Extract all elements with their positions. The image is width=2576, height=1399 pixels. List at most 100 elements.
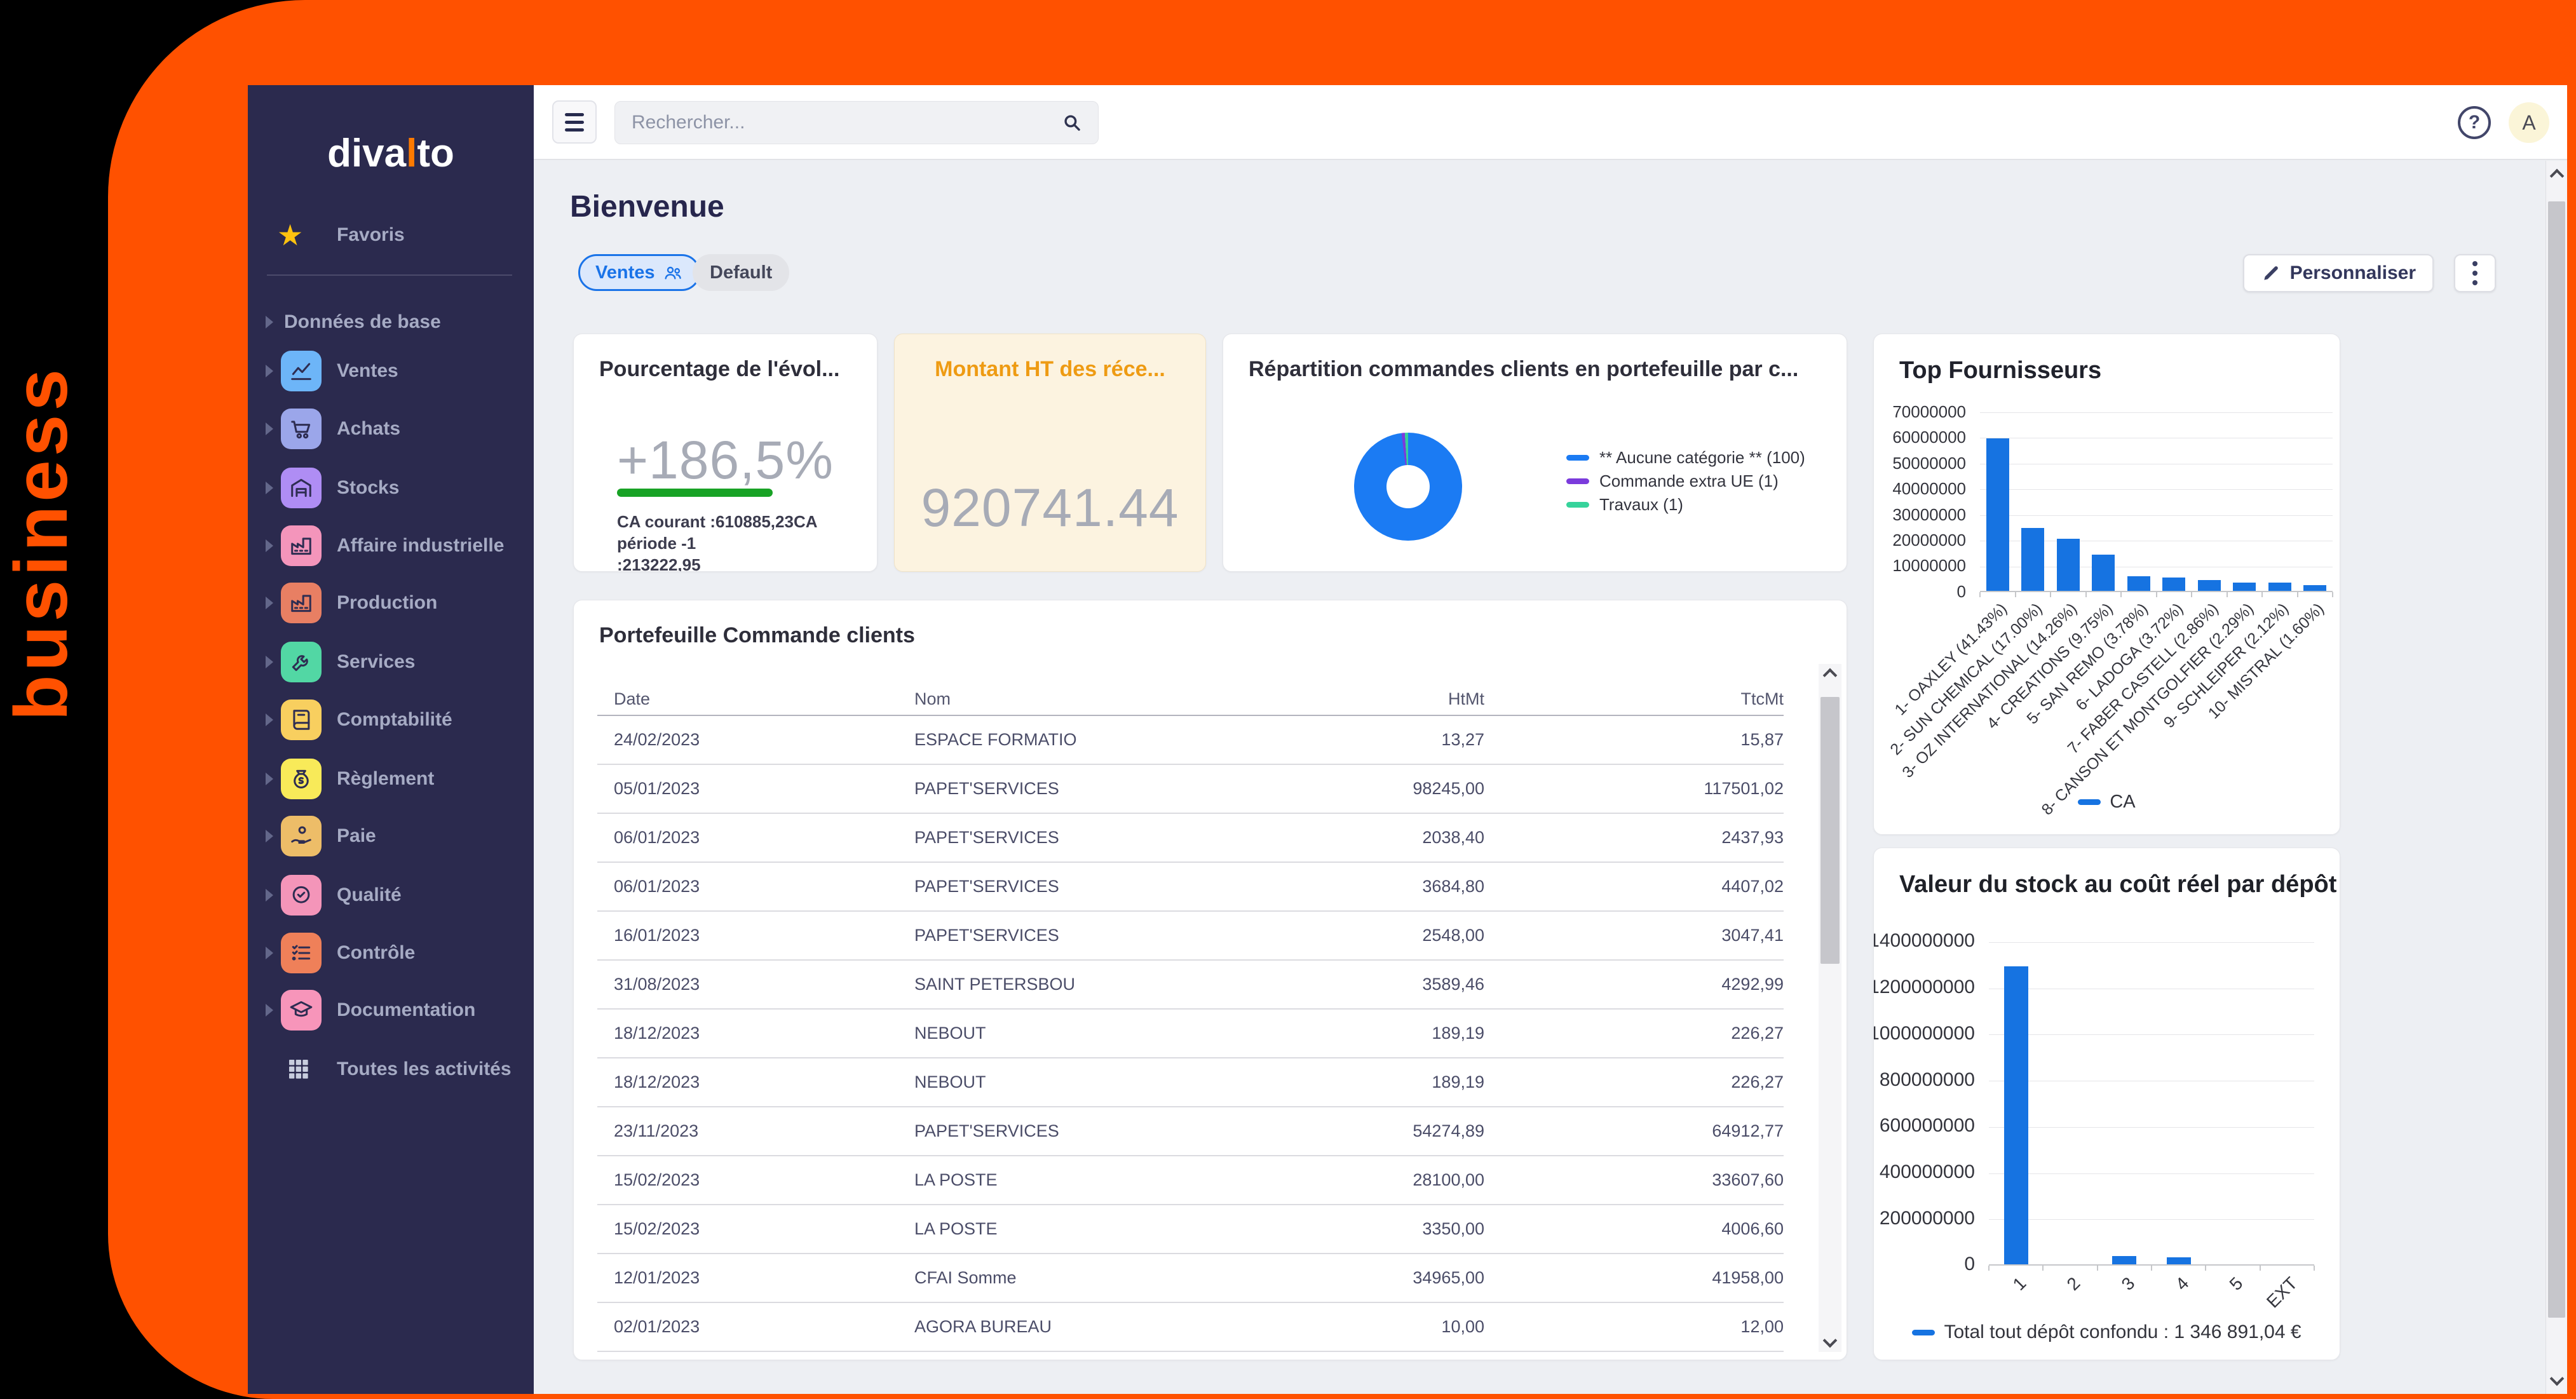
- table-header: Date Nom HtMt TtcMt: [597, 683, 1784, 715]
- search-icon[interactable]: [1061, 112, 1083, 133]
- legend-dash: [1566, 478, 1589, 484]
- cell-htmt: 189,19: [1432, 1072, 1484, 1091]
- cell-htmt: 189,19: [1432, 1024, 1484, 1043]
- evolution-trend-bar: [617, 489, 773, 497]
- app-window: divalto ★ Favoris Données de base Ventes Ach…: [248, 85, 2567, 1394]
- table-row[interactable]: 15/02/2023 LA POSTE 28100,00 33607,60: [597, 1156, 1784, 1205]
- factory-icon: [281, 583, 322, 623]
- sidebar-item-paie[interactable]: Paie: [248, 807, 534, 865]
- table-row[interactable]: 05/01/2023 PAPET'SERVICES 98245,00 117501,0…: [597, 765, 1784, 814]
- card-title: Pourcentage de l'évol...: [599, 357, 840, 381]
- money-bag-icon: [281, 759, 322, 799]
- table-row[interactable]: 24/02/2023 ESPACE FORMATIO 13,27 15,87: [597, 716, 1784, 765]
- y-axis-label: 400000000: [1879, 1161, 1975, 1182]
- cell-nom: PAPET'SERVICES: [914, 1121, 1059, 1140]
- column-header-nom[interactable]: Nom: [914, 689, 951, 708]
- table-row[interactable]: 02/01/2023 AGORA BUREAU 10,00 12,00: [597, 1303, 1784, 1352]
- hand-coin-icon: [281, 816, 322, 856]
- sidebar-item-reglement[interactable]: Règlement: [248, 750, 534, 808]
- main-scrollbar-thumb[interactable]: [2548, 201, 2565, 1318]
- table-scrollbar[interactable]: [1819, 664, 1841, 1352]
- scroll-up-icon[interactable]: [2549, 168, 2564, 184]
- column-header-htmt[interactable]: HtMt: [1448, 689, 1484, 708]
- chevron-right-icon: [266, 947, 273, 959]
- table-row[interactable]: 12/01/2023 CFAI Somme 34965,00 41958,00: [597, 1254, 1784, 1303]
- sidebar-item-label: Comptabilité: [337, 709, 452, 730]
- sidebar-item-affaire-industrielle[interactable]: Affaire industrielle: [248, 517, 534, 575]
- x-axis-label: 1: [2009, 1273, 2030, 1294]
- sidebar-item-label: Production: [337, 592, 438, 613]
- bar: [2162, 577, 2186, 591]
- bar: [1986, 438, 2009, 591]
- sidebar-divider: [267, 274, 512, 276]
- tab-ventes[interactable]: Ventes: [578, 254, 700, 291]
- sidebar-item-production[interactable]: Production: [248, 574, 534, 632]
- cell-ttcmt: 12,00: [1740, 1317, 1784, 1336]
- table-row[interactable]: 06/01/2023 PAPET'SERVICES 2038,40 2437,93: [597, 814, 1784, 863]
- card-top-fournisseurs: Top Fournisseurs 0 10000000 20000000 300000…: [1873, 334, 2340, 835]
- sidebar-item-toutes-les-activites[interactable]: Toutes les activités: [248, 1040, 534, 1098]
- y-axis-label: 1400000000: [1873, 930, 1975, 952]
- page-title: Bienvenue: [570, 190, 724, 224]
- chart-line-icon: [281, 351, 322, 391]
- sidebar-item-achats[interactable]: Achats: [248, 400, 534, 458]
- table-row[interactable]: 18/12/2023 NEBOUT 189,19 226,27: [597, 1058, 1784, 1107]
- cell-ttcmt: 15,87: [1740, 730, 1784, 749]
- bar: [2127, 576, 2150, 591]
- table-row[interactable]: 23/11/2023 PAPET'SERVICES 54274,89 64912,77: [597, 1107, 1784, 1156]
- cell-date: 24/02/2023: [614, 730, 700, 749]
- legend-dash: [1566, 502, 1589, 508]
- x-axis-label: 2- SUN CHEMICAL (17.00%): [1887, 600, 2046, 759]
- y-axis-label: 1000000000: [1873, 1022, 1975, 1044]
- card-portefeuille: Portefeuille Commande clients Date Nom HtM…: [573, 600, 1847, 1360]
- tab-default[interactable]: Default: [693, 254, 790, 291]
- cell-date: 18/12/2023: [614, 1024, 700, 1043]
- column-header-date[interactable]: Date: [614, 689, 651, 708]
- scroll-down-icon[interactable]: [2549, 1371, 2564, 1386]
- more-options-button[interactable]: [2454, 254, 2496, 292]
- sidebar-item-label: Toutes les activités: [337, 1058, 512, 1079]
- search-input[interactable]: [630, 111, 1061, 134]
- column-header-ttcmt[interactable]: TtcMt: [1740, 689, 1784, 708]
- chevron-right-icon: [266, 316, 273, 328]
- sidebar-item-donnees-de-base[interactable]: Données de base: [248, 293, 534, 351]
- table-row[interactable]: 16/01/2023 PAPET'SERVICES 2548,00 3047,41: [597, 912, 1784, 961]
- y-axis-label: 20000000: [1892, 531, 1966, 550]
- checklist-icon: [281, 933, 322, 973]
- cell-htmt: 98245,00: [1413, 779, 1484, 798]
- sidebar-item-controle[interactable]: Contrôle: [248, 924, 534, 982]
- table-row[interactable]: 18/12/2023 NEBOUT 189,19 226,27: [597, 1010, 1784, 1058]
- sidebar-item-label: Paie: [337, 825, 376, 846]
- cell-date: 18/12/2023: [614, 1072, 700, 1091]
- chart-legend: CA: [1874, 792, 2340, 813]
- cell-date: 12/01/2023: [614, 1268, 700, 1287]
- table-row[interactable]: 31/08/2023 SAINT PETERSBOU 3589,46 4292,99: [597, 961, 1784, 1010]
- sidebar-item-stocks[interactable]: Stocks: [248, 459, 534, 517]
- divalto-logo: divalto: [327, 132, 454, 175]
- sidebar-item-favoris[interactable]: ★ Favoris: [248, 206, 534, 264]
- avatar[interactable]: A: [2509, 102, 2549, 143]
- help-icon[interactable]: ?: [2458, 106, 2491, 139]
- sidebar-item-services[interactable]: Services: [248, 633, 534, 691]
- valeur-stock-chart: 0 200000000 400000000 600000000 800000000 100…: [1874, 848, 2340, 1360]
- chevron-right-icon: [266, 365, 273, 377]
- sidebar-item-comptabilite[interactable]: Comptabilité: [248, 691, 534, 749]
- table-scrollbar-thumb[interactable]: [1820, 697, 1840, 964]
- bar: [2092, 555, 2115, 591]
- main-scrollbar[interactable]: [2545, 161, 2567, 1394]
- scroll-up-icon[interactable]: [1822, 668, 1838, 683]
- sidebar-item-documentation[interactable]: Documentation: [248, 981, 534, 1039]
- bar: [2197, 580, 2221, 591]
- menu-button[interactable]: [552, 100, 597, 144]
- cell-ttcmt: 33607,60: [1712, 1170, 1784, 1189]
- card-evolution: Pourcentage de l'évol... +186,5% CA cour…: [573, 334, 878, 572]
- sidebar: divalto ★ Favoris Données de base Ventes Ach…: [248, 85, 534, 1394]
- personalize-button[interactable]: Personnaliser: [2242, 254, 2434, 292]
- scroll-down-icon[interactable]: [1822, 1333, 1838, 1348]
- sidebar-item-ventes[interactable]: Ventes: [248, 342, 534, 400]
- wrench-icon: [281, 642, 322, 682]
- table-row[interactable]: 06/01/2023 PAPET'SERVICES 3684,80 4407,02: [597, 863, 1784, 912]
- sidebar-item-qualite[interactable]: Qualité: [248, 866, 534, 924]
- sidebar-item-label: Achats: [337, 418, 401, 439]
- table-row[interactable]: 15/02/2023 LA POSTE 3350,00 4006,60: [597, 1205, 1784, 1254]
